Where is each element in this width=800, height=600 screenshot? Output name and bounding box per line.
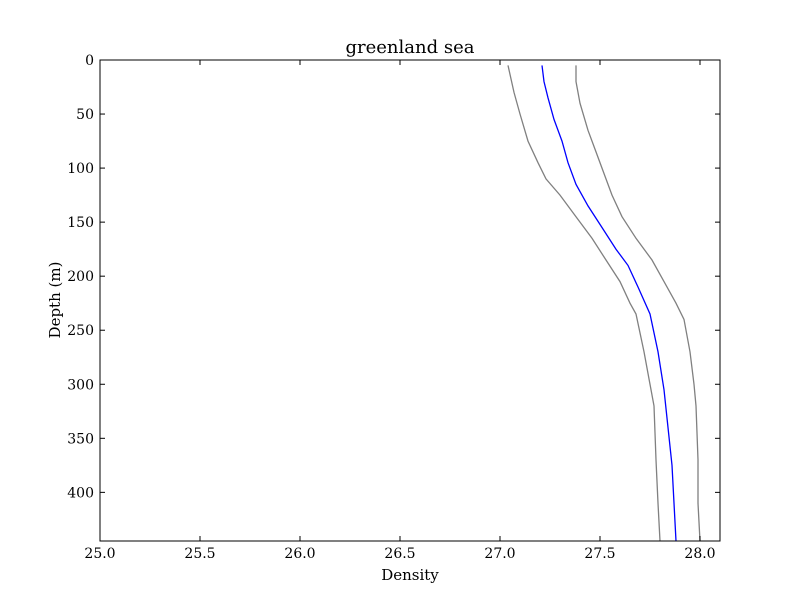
x-tick-label: 26.5: [384, 546, 415, 562]
x-axis: 25.0 25.5 26.0 26.5 27.0 27.5 28.0: [84, 60, 716, 562]
x-axis-label: Density: [381, 566, 439, 584]
x-tick-label: 27.0: [484, 546, 515, 562]
y-axis: 0 50 100 150 200 250 300 350 400: [67, 53, 720, 501]
series-line-1: [507, 65, 661, 542]
x-tick-label: 27.5: [584, 546, 615, 562]
series-line-2: [541, 65, 677, 542]
y-tick-label: 0: [85, 53, 94, 69]
y-tick-label: 200: [67, 269, 94, 285]
y-axis-label: Depth (m): [46, 262, 64, 339]
y-tick-label: 50: [76, 107, 94, 123]
plot-frame: [99, 59, 721, 542]
y-tick-label: 150: [67, 215, 94, 231]
x-tick-label: 26.0: [284, 546, 315, 562]
series-line-3: [575, 65, 701, 542]
y-tick-label: 400: [67, 485, 94, 501]
y-tick-label: 350: [67, 431, 94, 447]
series-group: [507, 65, 701, 542]
y-tick-label: 100: [67, 161, 94, 177]
x-tick-label: 25.0: [84, 546, 115, 562]
x-tick-label: 28.0: [684, 546, 715, 562]
y-tick-label: 250: [67, 323, 94, 339]
chart-title: greenland sea: [346, 37, 475, 58]
y-tick-label: 300: [67, 377, 94, 393]
x-tick-label: 25.5: [184, 546, 215, 562]
